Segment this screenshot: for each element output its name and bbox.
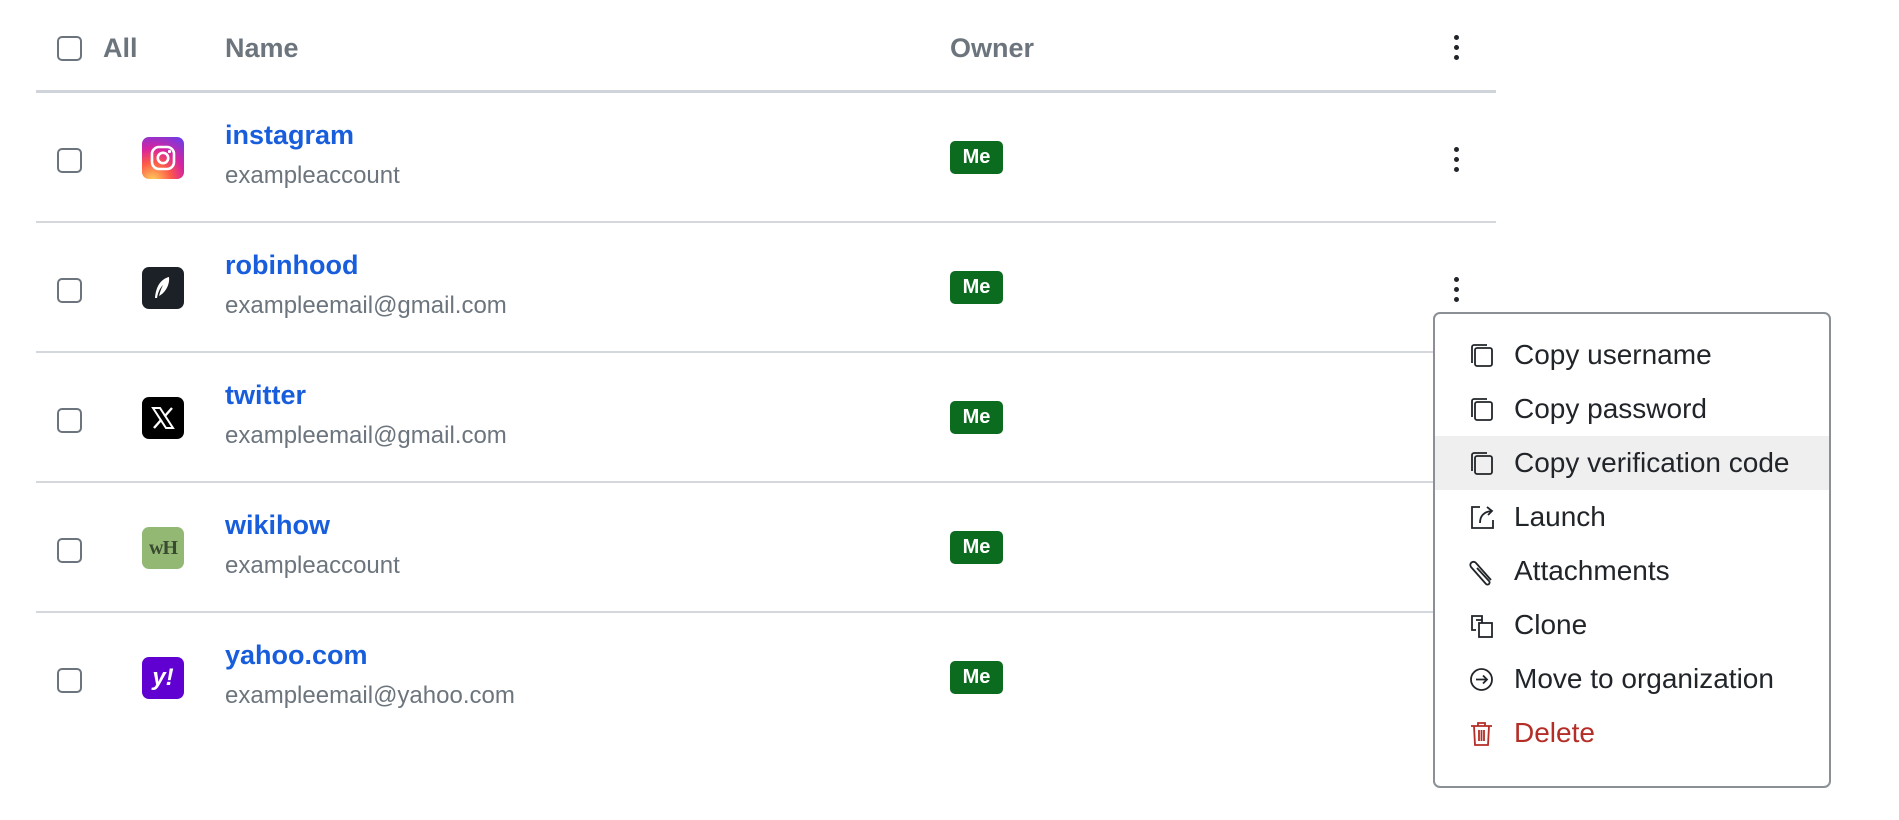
arrow-circle-right-icon <box>1470 668 1493 691</box>
menu-item-launch[interactable]: Launch <box>1435 490 1829 544</box>
wikihow-icon: wH <box>142 527 184 569</box>
column-header-name[interactable]: Name <box>225 33 299 63</box>
table-row: twitter exampleemail@gmail.com Me <box>36 353 1496 483</box>
launch-icon <box>1471 506 1494 529</box>
x-icon <box>142 397 184 439</box>
item-name-link[interactable]: robinhood <box>225 250 359 280</box>
row-divider <box>36 611 1496 613</box>
row-divider <box>36 351 1496 353</box>
menu-item-clone[interactable]: Clone <box>1435 598 1829 652</box>
yahoo-logo-text: y! <box>152 664 174 691</box>
item-username: exampleemail@gmail.com <box>225 292 507 319</box>
copy-icon <box>1471 398 1493 421</box>
menu-item-label: Copy password <box>1514 393 1707 424</box>
owner-badge: Me <box>950 661 1003 694</box>
table-row: robinhood exampleemail@gmail.com Me <box>36 223 1496 353</box>
copy-icon <box>1471 452 1493 475</box>
owner-badge: Me <box>950 401 1003 434</box>
row-options-button[interactable] <box>1446 139 1466 179</box>
table-row: y! yahoo.com exampleemail@yahoo.com Me <box>36 613 1496 743</box>
menu-item-copy-password[interactable]: Copy password <box>1435 382 1829 436</box>
yahoo-icon: y! <box>142 657 184 699</box>
instagram-icon <box>142 137 184 179</box>
menu-item-label: Launch <box>1514 501 1606 532</box>
select-all-label: All <box>103 33 138 63</box>
item-username: exampleaccount <box>225 552 400 579</box>
row-checkbox[interactable] <box>57 538 82 563</box>
clone-icon <box>1471 615 1493 638</box>
menu-item-label: Copy username <box>1514 339 1712 370</box>
row-checkbox[interactable] <box>57 408 82 433</box>
menu-item-label: Copy verification code <box>1514 447 1790 478</box>
item-username: exampleaccount <box>225 162 400 189</box>
row-options-button[interactable] <box>1446 269 1466 309</box>
item-name-link[interactable]: yahoo.com <box>225 640 368 670</box>
owner-badge: Me <box>950 271 1003 304</box>
menu-item-label: Clone <box>1514 609 1588 640</box>
item-username: exampleemail@gmail.com <box>225 422 507 449</box>
row-divider <box>36 481 1496 483</box>
menu-item-move-to-organization[interactable]: Move to organization <box>1435 652 1829 706</box>
column-header-owner: Owner <box>950 33 1035 63</box>
header-options-button[interactable] <box>1446 27 1466 67</box>
owner-badge: Me <box>950 141 1003 174</box>
menu-item-label: Attachments <box>1514 555 1670 586</box>
row-checkbox[interactable] <box>57 668 82 693</box>
menu-item-delete[interactable]: Delete <box>1435 706 1829 760</box>
menu-item-attachments[interactable]: Attachments <box>1435 544 1829 598</box>
owner-badge: Me <box>950 531 1003 564</box>
row-checkbox[interactable] <box>57 278 82 303</box>
table-row: instagram exampleaccount Me <box>36 93 1496 223</box>
wikihow-logo-text: wH <box>149 536 178 559</box>
trash-icon <box>1471 722 1492 746</box>
table-row: wH wikihow exampleaccount Me <box>36 483 1496 613</box>
select-all-checkbox[interactable] <box>57 36 82 61</box>
menu-item-copy-verification-code[interactable]: Copy verification code <box>1435 436 1829 490</box>
menu-item-label: Move to organization <box>1514 663 1774 694</box>
item-name-link[interactable]: wikihow <box>225 510 331 540</box>
item-name-link[interactable]: twitter <box>225 380 306 410</box>
copy-icon <box>1471 344 1493 367</box>
row-checkbox[interactable] <box>57 148 82 173</box>
robinhood-icon <box>142 267 184 309</box>
menu-item-copy-username[interactable]: Copy username <box>1435 328 1829 382</box>
item-username: exampleemail@yahoo.com <box>225 682 515 709</box>
header-divider <box>36 90 1496 93</box>
item-name-link[interactable]: instagram <box>225 120 355 150</box>
paperclip-icon <box>1469 560 1492 586</box>
row-options-menu: Copy username Copy password Copy verific… <box>1433 312 1831 788</box>
menu-item-label: Delete <box>1514 717 1595 748</box>
row-divider <box>36 221 1496 223</box>
